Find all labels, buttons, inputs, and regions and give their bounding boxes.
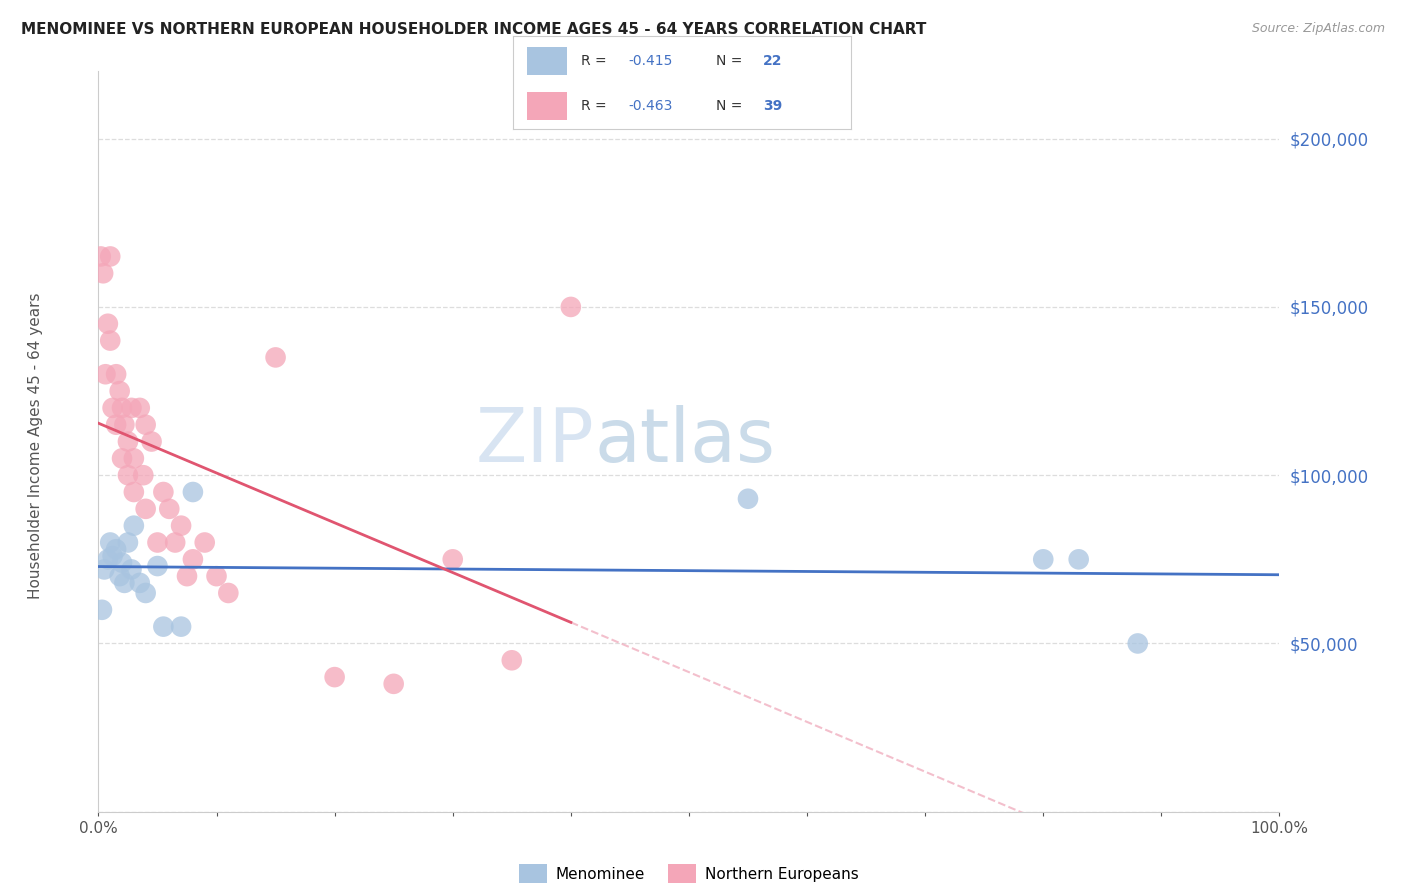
Text: N =: N = (716, 99, 747, 113)
Point (122, 518, 145, 533)
Point (108, 569, 131, 583)
Point (170, 518, 193, 533)
Point (105, 368, 128, 382)
Point (111, 451, 134, 466)
Point (112, 417, 135, 432)
Text: atlas: atlas (595, 405, 776, 478)
Point (323, 670, 346, 684)
Point (105, 417, 128, 432)
Point (737, 491, 759, 506)
Point (165, 535, 187, 549)
Point (1067, 552, 1090, 566)
Point (146, 559, 169, 574)
Point (141, 434, 163, 449)
Point (264, 351, 287, 365)
Point (117, 434, 139, 449)
Legend: Menominee, Northern Europeans: Menominee, Northern Europeans (513, 858, 865, 889)
Point (152, 619, 174, 633)
Point (170, 619, 193, 633)
Text: 22: 22 (763, 54, 782, 68)
Point (146, 535, 169, 549)
Point (94, 368, 117, 382)
Point (117, 535, 139, 549)
Point (111, 556, 134, 570)
Point (194, 535, 217, 549)
Point (128, 575, 150, 590)
Point (122, 485, 145, 500)
Point (121, 562, 143, 576)
Point (121, 401, 143, 415)
Text: R =: R = (581, 54, 610, 68)
Point (135, 501, 157, 516)
Point (111, 401, 134, 415)
FancyBboxPatch shape (527, 92, 567, 120)
Text: -0.415: -0.415 (628, 54, 672, 68)
Point (135, 586, 157, 600)
Point (128, 401, 150, 415)
Point (1032, 552, 1054, 566)
Point (176, 569, 198, 583)
Point (91, 603, 114, 617)
Point (205, 569, 228, 583)
Point (122, 451, 145, 466)
Point (1126, 636, 1149, 650)
Point (90, 250, 112, 264)
Point (112, 575, 135, 590)
Point (441, 552, 464, 566)
Point (91, 266, 114, 280)
FancyBboxPatch shape (527, 47, 567, 75)
Point (560, 300, 582, 314)
Point (132, 468, 155, 483)
Point (93, 562, 115, 576)
Point (157, 501, 180, 516)
Point (98, 334, 121, 348)
Text: Source: ZipAtlas.com: Source: ZipAtlas.com (1251, 22, 1385, 36)
Text: -0.463: -0.463 (628, 99, 672, 113)
Point (98, 250, 121, 264)
Point (97, 317, 120, 331)
Point (181, 552, 204, 566)
Text: R =: R = (581, 99, 610, 113)
Point (97, 552, 120, 566)
Point (105, 542, 128, 557)
Point (181, 485, 204, 500)
Point (98, 535, 121, 549)
Text: Householder Income Ages 45 - 64 years: Householder Income Ages 45 - 64 years (28, 293, 42, 599)
Point (135, 417, 157, 432)
Point (501, 653, 523, 667)
Text: MENOMINEE VS NORTHERN EUROPEAN HOUSEHOLDER INCOME AGES 45 - 64 YEARS CORRELATION: MENOMINEE VS NORTHERN EUROPEAN HOUSEHOLD… (21, 22, 927, 37)
Point (217, 586, 239, 600)
Point (152, 485, 174, 500)
Point (101, 549, 124, 563)
Text: 39: 39 (763, 99, 782, 113)
Point (101, 401, 124, 415)
Point (117, 468, 139, 483)
Point (108, 384, 131, 398)
Text: ZIP: ZIP (475, 405, 595, 478)
Point (382, 677, 405, 691)
Text: N =: N = (716, 54, 747, 68)
